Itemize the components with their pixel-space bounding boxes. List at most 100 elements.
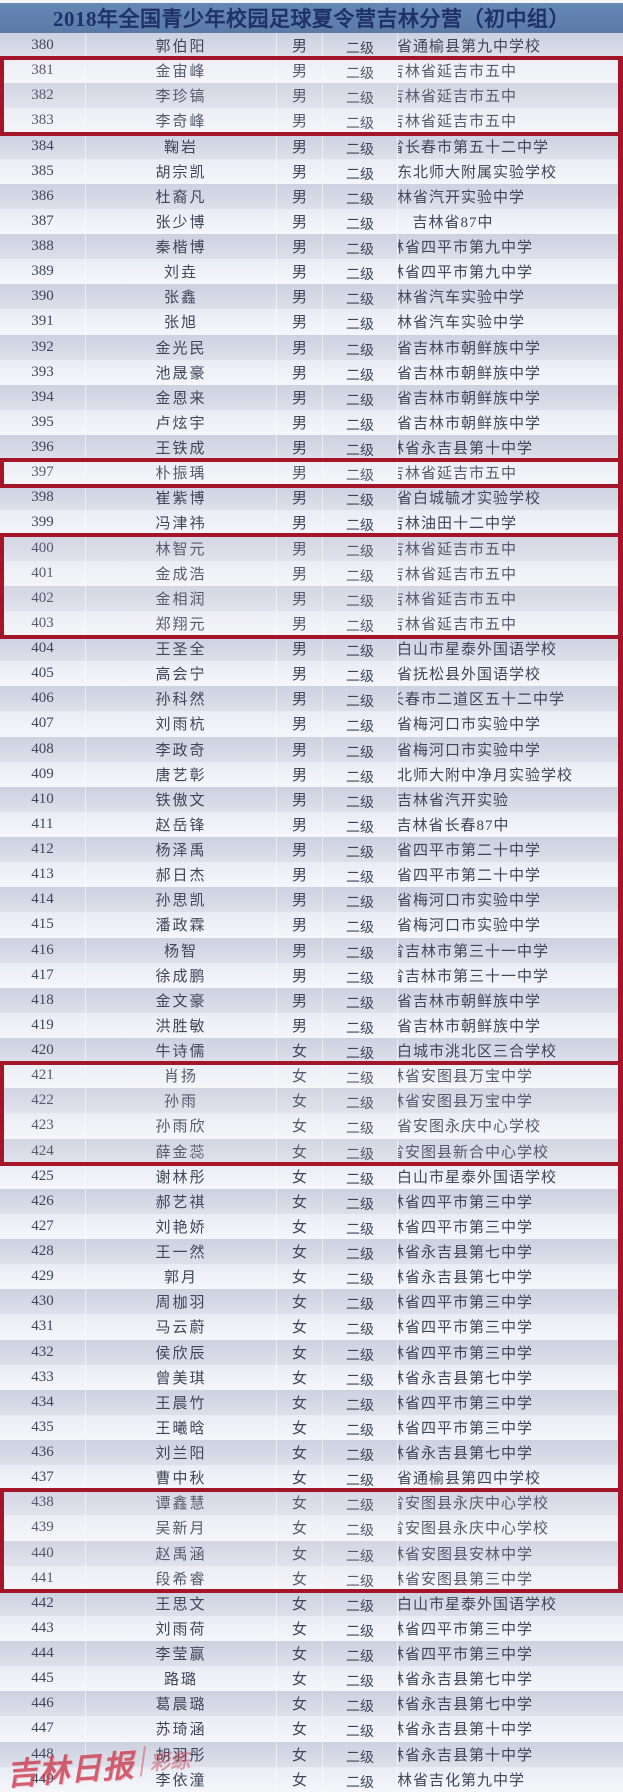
- row-number-cell: 409: [0, 761, 86, 787]
- school-cell: 吉林省吉林市朝鲜族中学: [398, 340, 542, 357]
- table-row: 445 路璐 女 二级 吉林省永吉县第七中学: [0, 1666, 623, 1692]
- row-number-cell: 403: [0, 610, 86, 636]
- table-row: 429 郭月 女 二级 吉林省永吉县第七中学: [0, 1264, 623, 1290]
- level-cell: 二级: [323, 259, 398, 285]
- table-row: 425 谢林彤 女 二级 吉林省白山市星泰外国语学校: [0, 1163, 623, 1189]
- level-cell: 二级: [323, 1038, 398, 1064]
- row-number-cell: 434: [0, 1389, 86, 1415]
- level-cell: 二级: [323, 862, 398, 888]
- table-row: 419 洪胜敏 男 二级 吉林省吉林市朝鲜族中学: [0, 1012, 623, 1038]
- level-cell: 二级: [323, 1691, 398, 1717]
- level-cell: 二级: [323, 384, 398, 410]
- athlete-name-cell: 刘垚: [86, 259, 277, 285]
- school-cell: 吉林省永吉县第十中学: [398, 441, 534, 458]
- level-cell: 二级: [323, 1565, 398, 1591]
- gender-cell: 男: [277, 384, 323, 410]
- level-cell: 二级: [323, 1414, 398, 1440]
- gender-cell: 男: [277, 636, 323, 662]
- gender-cell: 男: [277, 58, 323, 84]
- athlete-name-cell: 张旭: [86, 309, 277, 335]
- row-number-cell: 398: [0, 485, 86, 511]
- table-row: 421 肖扬 女 二级 吉林省安图县万宝中学: [0, 1063, 623, 1089]
- gender-cell: 女: [277, 1515, 323, 1541]
- row-number-cell: 415: [0, 912, 86, 938]
- table-row: 396 王铁成 男 二级 吉林省永吉县第十中学: [0, 435, 623, 461]
- athlete-name-cell: 金宙峰: [86, 58, 277, 84]
- athlete-name-cell: 胡羽彤: [86, 1741, 277, 1767]
- athlete-name-cell: 李依潼: [86, 1766, 277, 1792]
- level-cell: 二级: [323, 33, 398, 59]
- table-row: 430 周枷羽 女 二级 吉林省四平市第三中学: [0, 1289, 623, 1315]
- gender-cell: 男: [277, 208, 323, 234]
- gender-cell: 男: [277, 33, 323, 59]
- gender-cell: 男: [277, 1012, 323, 1038]
- level-cell: 二级: [323, 1339, 398, 1365]
- table-row: 414 孙思凯 男 二级 吉林省梅河口市实验中学: [0, 887, 623, 913]
- athlete-name-cell: 侯欣辰: [86, 1339, 277, 1365]
- level-cell: 二级: [323, 811, 398, 837]
- table-row: 449 李依潼 女 二级 吉林省吉化第九中学: [0, 1766, 623, 1792]
- gender-cell: 男: [277, 937, 323, 963]
- school-cell: 吉林省四平市第三中学: [398, 1420, 534, 1437]
- school-cell: 吉林省延吉市五中: [398, 616, 518, 633]
- table-row: 394 金恩来 男 二级 吉林省吉林市朝鲜族中学: [0, 384, 623, 410]
- athlete-name-cell: 吴新月: [86, 1515, 277, 1541]
- table-row: 439 吴新月 女 二级 吉林省安图县永庆中心学校: [0, 1515, 623, 1541]
- school-cell: 吉林省白山市星泰外国语学校: [398, 1169, 558, 1186]
- school-cell: 吉林省长春市二道区五十二中学: [398, 692, 566, 709]
- row-number-cell: 413: [0, 862, 86, 888]
- row-number-cell: 402: [0, 585, 86, 611]
- row-number-cell: 382: [0, 83, 86, 109]
- row-number-cell: 400: [0, 535, 86, 561]
- row-number-cell: 394: [0, 384, 86, 410]
- athlete-name-cell: 李奇峰: [86, 108, 277, 134]
- gender-cell: 女: [277, 1691, 323, 1717]
- level-cell: 二级: [323, 1641, 398, 1667]
- school-cell: 吉林省四平市第三中学: [398, 1345, 534, 1362]
- school-cell: 吉林省白城市洮北区三合学校: [398, 1044, 558, 1061]
- gender-cell: 女: [277, 1239, 323, 1265]
- gender-cell: 男: [277, 786, 323, 812]
- level-cell: 二级: [323, 636, 398, 662]
- row-number-cell: 436: [0, 1440, 86, 1466]
- athlete-name-cell: 谢林彤: [86, 1163, 277, 1189]
- level-cell: 二级: [323, 1113, 398, 1139]
- table-row: 412 杨泽禹 男 二级 吉林省四平市第二十中学: [0, 837, 623, 863]
- athlete-name-cell: 高会宁: [86, 661, 277, 687]
- table-row: 426 郝艺祺 女 二级 吉林省四平市第三中学: [0, 1188, 623, 1214]
- table-row: 442 王思文 女 二级 吉林省白山市星泰外国语学校: [0, 1590, 623, 1616]
- level-cell: 二级: [323, 1716, 398, 1742]
- athlete-name-cell: 周枷羽: [86, 1289, 277, 1315]
- table-row: 427 刘艳娇 女 二级 吉林省四平市第三中学: [0, 1213, 623, 1239]
- athlete-name-cell: 曾美琪: [86, 1364, 277, 1390]
- gender-cell: 男: [277, 987, 323, 1013]
- gender-cell: 女: [277, 1716, 323, 1742]
- athlete-name-cell: 林智元: [86, 535, 277, 561]
- school-cell: 吉林省安图县万宝中学: [398, 1094, 534, 1111]
- school-cell: 吉林省延吉市五中: [398, 591, 518, 608]
- table-row: 382 李珍镐 男 二级 吉林省延吉市五中: [0, 83, 623, 109]
- athlete-name-cell: 孙雨: [86, 1088, 277, 1114]
- school-cell: 吉林省汽车实验中学: [398, 315, 526, 332]
- table-row: 380 郭伯阳 男 二级 吉林省通榆县第九中学校: [0, 33, 623, 59]
- school-cell: 吉林省吉林市朝鲜族中学: [398, 365, 542, 382]
- level-cell: 二级: [323, 83, 398, 109]
- level-cell: 二级: [323, 1213, 398, 1239]
- school-cell: 吉林省87中: [412, 214, 494, 231]
- row-number-cell: 423: [0, 1113, 86, 1139]
- gender-cell: 男: [277, 83, 323, 109]
- row-number-cell: 397: [0, 460, 86, 486]
- table-row: 408 李政奇 男 二级 吉林省梅河口市实验中学: [0, 736, 623, 762]
- gender-cell: 女: [277, 1540, 323, 1566]
- level-cell: 二级: [323, 1239, 398, 1265]
- athlete-name-cell: 孙思凯: [86, 887, 277, 913]
- school-cell: 吉林省永吉县第十中学: [398, 1722, 534, 1739]
- table-row: 443 刘雨荷 女 二级 吉林省四平市第三中学: [0, 1615, 623, 1641]
- athlete-name-cell: 秦楷博: [86, 234, 277, 260]
- athlete-name-cell: 薛金蕊: [86, 1138, 277, 1164]
- row-number-cell: 412: [0, 837, 86, 863]
- gender-cell: 男: [277, 736, 323, 762]
- athlete-name-cell: 张鑫: [86, 284, 277, 310]
- level-cell: 二级: [323, 1314, 398, 1340]
